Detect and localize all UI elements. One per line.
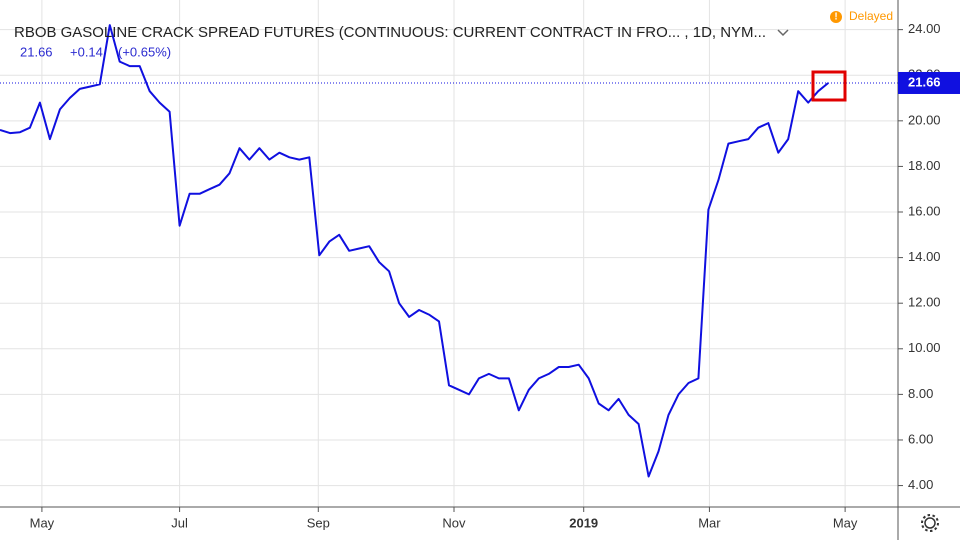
x-tick-label: Nov xyxy=(442,515,466,530)
settings-ring xyxy=(924,517,936,529)
x-tick-label: May xyxy=(833,515,858,530)
y-tick-label: 16.00 xyxy=(908,203,941,218)
settings-icon[interactable] xyxy=(921,514,939,532)
plot xyxy=(0,24,898,478)
last-price-box xyxy=(898,71,960,94)
x-tick-label: Jul xyxy=(171,515,188,530)
axes: 4.00 6.00 8.00 10.00 12.00 14.00 16.00 18.00 20.… xyxy=(30,21,960,530)
y-tick-label: 8.00 xyxy=(908,386,933,401)
price-line xyxy=(0,24,829,478)
collapse-icon[interactable] xyxy=(777,29,789,37)
legend-change-percent: (+0.65%) xyxy=(118,44,171,59)
x-tick-label: 2019 xyxy=(569,515,598,530)
legend-change: +0.14 xyxy=(70,44,103,59)
x-tick-label: Mar xyxy=(698,515,721,530)
y-tick-label: 12.00 xyxy=(908,295,941,310)
y-tick-label: 18.00 xyxy=(908,158,941,173)
y-tick-label: 20.00 xyxy=(908,112,941,127)
delayed-label: Delayed xyxy=(849,9,893,23)
settings-teeth xyxy=(921,514,939,532)
last-price-label: 21.66 xyxy=(908,74,941,89)
y-tick-label: 10.00 xyxy=(908,340,941,355)
x-tick-label: Sep xyxy=(307,515,330,530)
chart-title: RBOB GASOLINE CRACK SPREAD FUTURES (CONT… xyxy=(14,24,766,41)
y-tick-label: 4.00 xyxy=(908,477,933,492)
y-tick-label: 24.00 xyxy=(908,21,941,36)
x-tick-label: May xyxy=(30,515,55,530)
delayed-icon xyxy=(830,11,842,23)
highlight-box xyxy=(811,70,847,102)
y-tick-label: 14.00 xyxy=(908,249,941,264)
y-tick-label: 6.00 xyxy=(908,431,933,446)
legend-last: 21.66 xyxy=(20,44,53,59)
delayed-icon-mark: ! xyxy=(834,12,837,23)
